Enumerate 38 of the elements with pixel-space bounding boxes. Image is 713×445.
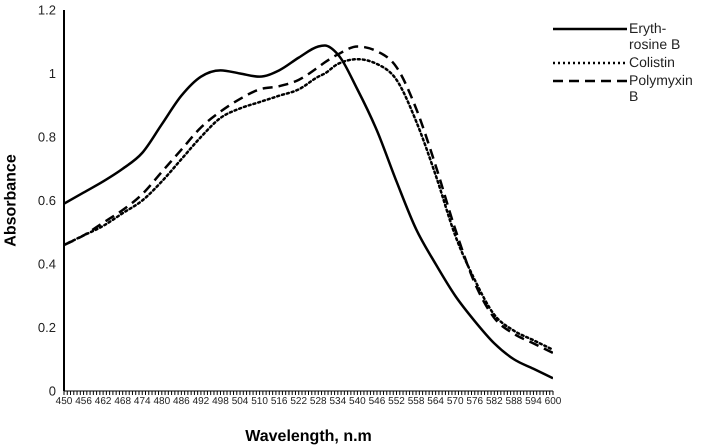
x-tick-label: 558: [408, 396, 425, 408]
x-tick-label: 600: [544, 396, 562, 408]
y-axis-title: Absorbance: [2, 154, 20, 247]
text: Eryth-rosine B: [629, 20, 682, 52]
x-tick-label: 510: [251, 396, 268, 408]
y-tick-label: 0.6: [38, 193, 56, 208]
x-tick-label: 480: [153, 396, 171, 408]
x-tick-label: 594: [525, 396, 542, 408]
y-tick-label: 0.2: [38, 320, 56, 336]
x-tick-label: 474: [134, 396, 152, 408]
x-tick-label: 588: [506, 396, 523, 408]
x-tick-label: 492: [192, 396, 210, 408]
x-tick-label: 450: [56, 396, 73, 408]
y-tick-label: 1.2: [38, 2, 56, 18]
text: Colistin: [629, 54, 676, 70]
x-tick-label: 498: [212, 396, 230, 408]
x-tick-label: 486: [173, 396, 190, 408]
x-tick-label: 570: [446, 396, 464, 408]
x-tick-label: 468: [114, 396, 132, 408]
text: Polymyxin B: [629, 72, 693, 104]
x-tick-label: 576: [466, 396, 484, 408]
x-tick-label: 564: [427, 396, 444, 408]
x-tick-label: 504: [232, 396, 249, 408]
x-tick-label: 552: [388, 396, 406, 408]
x-tick-label: 540: [349, 396, 366, 408]
x-tick-label: 462: [94, 396, 112, 408]
x-tick-label: 534: [329, 396, 347, 408]
y-tick-label: 0.4: [38, 256, 56, 272]
y-tick-label: 1: [48, 66, 56, 82]
y-tick-label: 0.8: [38, 130, 56, 145]
x-tick-label: 516: [270, 396, 288, 408]
x-tick-label: 582: [486, 396, 504, 408]
x-axis-title: Wavelength, n.m: [245, 428, 372, 445]
x-tick-label: 528: [310, 396, 328, 408]
x-tick-label: 456: [75, 396, 92, 408]
x-tick-label: 522: [290, 396, 308, 408]
x-tick-label: 546: [368, 396, 386, 408]
y-tick-label: 0: [48, 384, 56, 399]
